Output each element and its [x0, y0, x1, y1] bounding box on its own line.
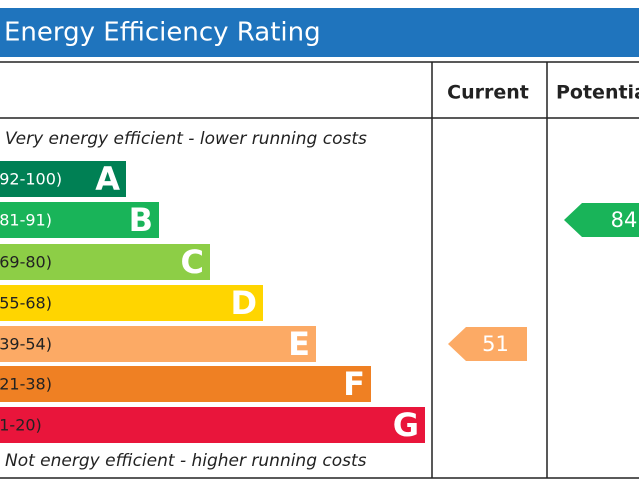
bottom-note: Not energy efficient - higher running co… [5, 451, 367, 471]
band-bar [0, 244, 210, 280]
potential-arrow [564, 203, 639, 237]
band-letter: D [230, 284, 257, 322]
band-letter: G [393, 406, 419, 444]
band-range: (21-38) [0, 375, 52, 394]
band-range: (1-20) [0, 416, 42, 435]
title: Energy Efficiency Rating [4, 18, 321, 48]
band-bar [0, 326, 316, 362]
potential-value: 84 [611, 208, 638, 232]
band-bar [0, 161, 126, 197]
column-header: Potential [556, 82, 639, 104]
band-bar [0, 366, 371, 402]
frame [0, 61, 639, 479]
band-letter: F [343, 365, 365, 403]
band-bar [0, 407, 425, 443]
band-range: (81-91) [0, 211, 52, 230]
title-bar [0, 8, 639, 57]
current-value: 51 [482, 332, 509, 356]
band-letter: B [129, 201, 153, 239]
band-range: (55-68) [0, 294, 52, 313]
band-bar [0, 285, 263, 321]
top-note: Very energy efficient - lower running co… [5, 129, 367, 149]
band-letter: E [288, 325, 310, 363]
band-letter: C [181, 243, 204, 281]
band-range: (39-54) [0, 335, 52, 354]
band-range: (69-80) [0, 253, 52, 272]
current-arrow [448, 327, 527, 361]
band-letter: A [95, 160, 120, 198]
column-header: Current [447, 82, 529, 104]
band-range: (92-100) [0, 170, 62, 189]
band-bar [0, 202, 159, 238]
